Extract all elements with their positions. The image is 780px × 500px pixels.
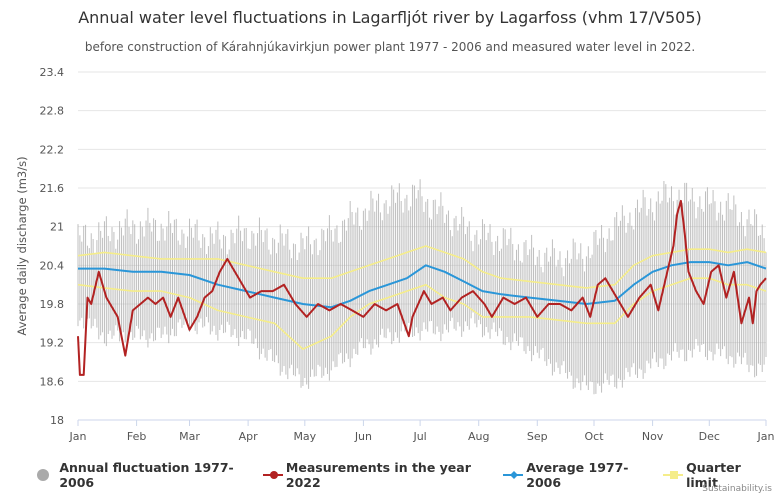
series-line-3 [77,277,767,350]
y-tick-label: 18 [50,414,64,427]
series-line-2 [78,261,767,309]
y-tick-label: 21.6 [40,182,65,195]
x-tick-label: Oct [584,430,604,443]
y-axis-title: Average daily discharge (m3/s) [15,156,29,335]
credit-link[interactable]: Sustainability.is [702,484,772,494]
line-dot-icon [262,471,283,479]
x-tick-label: Jan [757,430,775,443]
x-tick-label: Aug [468,430,489,443]
y-tick-label: 23.4 [40,66,65,79]
x-tick-label: Sep [527,430,548,443]
legend-label: Measurements in the year 2022 [285,460,471,490]
y-tick-label: 22.8 [40,105,65,118]
legend-label: Annual fluctuation 1977-2006 [59,460,234,490]
legend-item-measurements-2022[interactable]: Measurements in the year 2022 [262,460,493,490]
legend-item-annual-fluctuation[interactable]: Annual fluctuation 1977-2006 [36,460,253,490]
chart-title: Annual water level fluctuations in Lagar… [78,8,702,27]
legend-item-quarter-limit[interactable]: Quarter limit [662,460,770,490]
chart-subtitle: before construction of Kárahnjúkavirkjun… [84,40,696,54]
series-line-1 [77,199,767,376]
y-tick-label: 19.2 [40,337,65,350]
legend-item-average[interactable]: Average 1977-2006 [502,460,653,490]
y-tick-label: 21 [50,221,64,234]
x-tick-label: Dec [699,430,720,443]
x-tick-label: Jan [69,430,87,443]
x-tick-label: Jul [412,430,426,443]
circle-icon [37,469,49,481]
x-tick-label: Jun [354,430,372,443]
x-tick-label: Apr [239,430,259,443]
legend-label: Average 1977-2006 [526,460,629,490]
x-tick-label: May [293,430,316,443]
x-tick-label: Feb [127,430,146,443]
y-tick-label: 20.4 [40,259,65,272]
y-tick-label: 19.8 [40,298,65,311]
chart-legend: Annual fluctuation 1977-2006 Measurement… [36,460,780,490]
line-diamond-icon [502,471,524,479]
x-tick-label: Nov [642,430,664,443]
y-tick-label: 18.6 [40,375,65,388]
legend-label: Quarter limit [686,460,741,490]
line-square-icon [662,471,684,479]
y-tick-label: 22.2 [40,143,65,156]
x-tick-label: Mar [179,430,200,443]
